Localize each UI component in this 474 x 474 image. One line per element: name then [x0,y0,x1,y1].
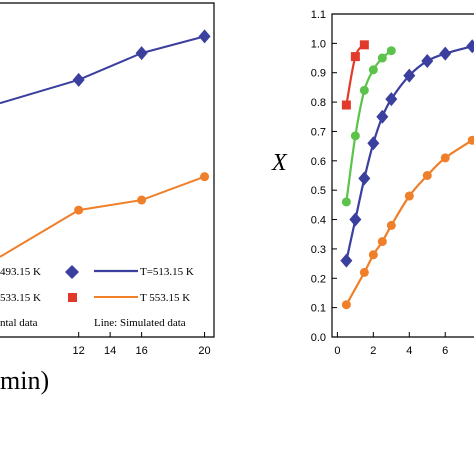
right-data-point [466,39,474,54]
legend-label-533: 533.15 K [0,292,41,304]
right-data-point [385,92,398,107]
left-data-points [72,29,211,215]
right-data-point [368,65,378,75]
right-data-point [404,191,414,201]
left-data-point [72,72,85,87]
right-data-point [386,46,396,56]
right-plot-frame [331,13,474,338]
legend-label-493: 493.15 K [0,266,41,278]
right-data-point [350,131,360,141]
right-x-tick-label: 2 [370,345,376,357]
right-y-tick-label: 0.2 [311,273,326,285]
right-x-tick-label: 6 [442,345,448,357]
left-x-axis-title: min) [0,366,49,395]
left-x-tick-label: 12 [73,345,85,357]
left-data-point [74,205,84,215]
right-data-point [368,250,378,260]
left-x-ticks: 12 14 16 20 [73,332,211,357]
right-y-tick-label: 1.0 [311,38,326,50]
right-data-point [403,68,416,83]
right-data-point [341,100,351,110]
right-data-point [350,52,360,62]
legend-note-experimental: ntal data [0,317,38,329]
right-y-tick-label: 0.5 [311,185,326,197]
right-y-axis-title: X [271,150,288,176]
right-y-tick-label: 0.3 [311,244,326,256]
legend-marker-533 [68,293,77,302]
right-y-ticks: 0.0 0.1 0.2 0.3 0.4 0.5 0.6 0.7 0.8 0.9 1.0 1.1 [311,9,337,344]
right-x-ticks: 0 2 4 6 [334,332,448,357]
right-data-point [439,46,452,61]
right-y-tick-label: 0.0 [311,332,326,344]
right-data-point [359,85,369,95]
right-data-point [440,153,450,163]
right-data-point [376,109,389,124]
left-data-point [137,195,147,205]
left-x-tick-label: 20 [198,345,210,357]
right-data-point [421,53,434,68]
right-y-tick-label: 0.4 [311,215,326,227]
right-y-tick-label: 0.1 [311,303,326,315]
right-data-point [377,53,387,63]
left-data-point [200,172,210,182]
legend-marker-493 [65,265,79,279]
left-data-point [198,29,211,44]
right-data-point [341,300,351,310]
right-y-tick-label: 0.7 [311,126,326,138]
right-data-point [349,212,362,227]
right-chart: 0.0 0.1 0.2 0.3 0.4 0.5 0.6 0.7 0.8 0.9 1.0 1.1 0 2 4… [271,9,474,357]
right-y-tick-label: 0.6 [311,156,326,168]
right-data-point [367,136,380,151]
right-data-point [422,171,432,180]
legend-note-simulated: Line: Simulated data [94,317,186,329]
right-y-tick-label: 1.1 [311,9,326,21]
right-y-tick-label: 0.9 [311,68,326,80]
right-data-point [377,237,387,247]
left-fit-line-1 [0,175,205,258]
right-data-point [359,40,369,50]
left-data-point [135,46,148,61]
left-x-tick-label: 14 [104,345,116,357]
right-data-point [359,267,369,277]
left-x-tick-label: 16 [135,345,147,357]
legend-label-553: T 553.15 K [140,292,190,304]
right-y-tick-label: 0.8 [311,97,326,109]
right-data-point [386,220,396,230]
left-fit-line-0 [0,35,205,105]
right-x-tick-label: 0 [334,345,340,357]
right-data-point [467,135,474,145]
right-fit-curve-2 [345,45,473,261]
right-data-point [341,197,351,207]
left-plot-frame [0,2,215,338]
right-fit-curve-3 [345,139,473,306]
left-fit-lines [0,35,205,258]
left-chart: 12 14 16 20 493.15 K T=513.15 K 533.15 K T … [0,2,215,395]
left-legend: 493.15 K T=513.15 K 533.15 K T 553.15 K … [0,265,194,329]
legend-label-513: T=513.15 K [140,266,194,278]
right-x-tick-label: 4 [406,345,412,357]
right-data-point [358,171,371,186]
right-data-points [340,39,474,310]
right-data-point [340,253,353,268]
